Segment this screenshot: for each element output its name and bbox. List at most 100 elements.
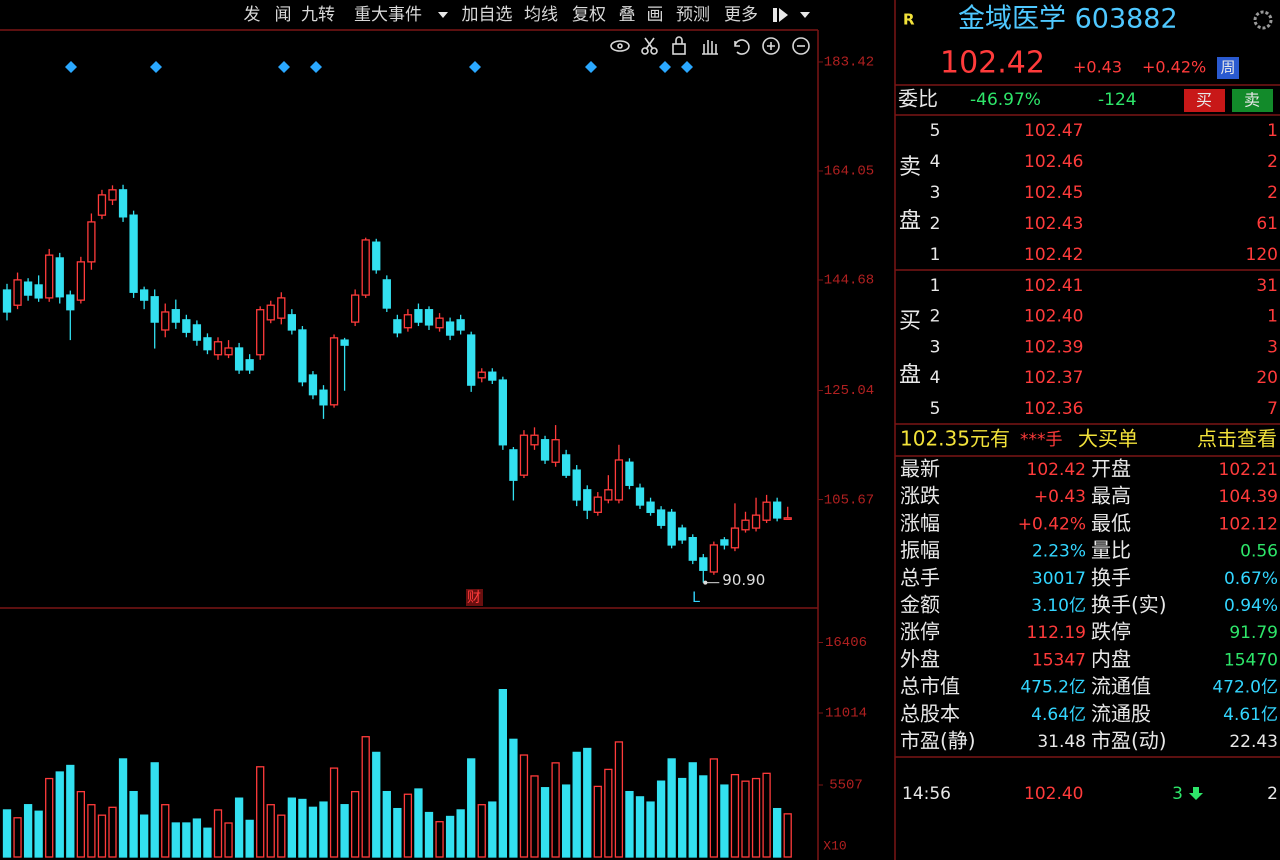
toolbar-item[interactable]: 重大事件: [354, 5, 422, 25]
volume-bar: [593, 785, 602, 858]
volume-bar: [13, 817, 22, 858]
sell-button[interactable]: [1232, 89, 1273, 112]
candle-body: [593, 496, 602, 513]
book-level: 5: [930, 399, 941, 419]
candle-body: [234, 347, 244, 371]
candle-body: [445, 321, 455, 336]
book-level: 3: [930, 183, 941, 203]
candle-body: [182, 319, 191, 333]
candle-body: [245, 359, 254, 371]
volume-bar: [625, 790, 634, 858]
stat-label: 流通股: [1091, 701, 1151, 725]
volume-bar: [720, 784, 729, 858]
candle-body: [540, 439, 550, 461]
collapse-icon[interactable]: [773, 8, 788, 22]
toolbar-item[interactable]: 加自选: [462, 5, 513, 25]
stat-value: 102.21: [1219, 460, 1278, 480]
book-volume: 7: [1267, 399, 1278, 419]
big-order-price: 102.35元有: [900, 427, 1010, 451]
book-level: 4: [930, 368, 941, 388]
candle-body: [266, 304, 275, 321]
volume-bar: [445, 815, 455, 858]
stat-value: 472.0亿: [1212, 678, 1278, 698]
toolbar-item[interactable]: 九转: [301, 5, 335, 25]
candle-body: [762, 501, 771, 521]
candle-body: [783, 517, 792, 520]
candle-body: [656, 509, 666, 526]
book-price: 102.42: [1024, 245, 1083, 265]
toolbar-item[interactable]: 叠: [619, 5, 636, 25]
candle-body: [2, 289, 12, 313]
toolbar-item[interactable]: 发: [244, 5, 261, 25]
toolbar-item[interactable]: 复权: [572, 5, 606, 25]
stat-value: 91.79: [1229, 623, 1278, 643]
volume-bar: [530, 775, 539, 858]
volume-bar: [287, 797, 297, 858]
buy-button-label[interactable]: 买: [1196, 91, 1212, 110]
stat-label: 总市值: [900, 674, 960, 698]
y-tick-label: 105.67: [824, 492, 874, 508]
settings-icon[interactable]: [1253, 10, 1273, 30]
volume-bar: [182, 822, 191, 858]
marker[interactable]: L: [692, 590, 700, 606]
toolbar-item[interactable]: 更多: [724, 5, 758, 25]
buy-button[interactable]: [1184, 89, 1225, 112]
volume-bar: [467, 758, 476, 858]
stat-label: 换手(实): [1091, 593, 1167, 617]
volume-bar: [614, 741, 624, 858]
volume-bar: [372, 751, 381, 858]
volume-bar: [213, 809, 223, 858]
candle-body: [773, 501, 782, 519]
chart-tools[interactable]: [610, 36, 810, 55]
candle-body: [467, 334, 476, 386]
toolbar-item[interactable]: 闻: [275, 5, 292, 25]
book-price: 102.46: [1024, 152, 1083, 172]
volume-bar: [192, 818, 202, 858]
volume-bar: [129, 790, 138, 858]
big-order-label: 大买单: [1078, 427, 1138, 451]
volume-bar: [751, 777, 761, 858]
volume-bar: [572, 751, 581, 858]
candle-body: [66, 294, 75, 311]
candle-body: [572, 469, 581, 501]
candle-body: [562, 454, 571, 476]
toolbar-item[interactable]: 画: [647, 5, 664, 25]
marker[interactable]: 财: [467, 590, 481, 606]
candle-body: [192, 324, 202, 341]
toolbar-item[interactable]: 均线: [524, 5, 558, 25]
period-button[interactable]: [1217, 57, 1239, 79]
stat-label: 总股本: [900, 701, 960, 725]
volume-bar: [414, 788, 423, 858]
candle-body: [414, 309, 423, 323]
side-label: 盘: [899, 209, 921, 234]
candle-body: [488, 371, 497, 381]
candle-body: [456, 319, 465, 331]
side-label: 盘: [899, 363, 921, 388]
low-label: 90.90: [722, 571, 765, 589]
stat-value: 104.39: [1219, 487, 1278, 507]
candle-body: [403, 314, 413, 329]
candle-body: [23, 281, 33, 296]
book-level: 2: [930, 214, 941, 234]
candle-body: [34, 284, 43, 299]
event-markers[interactable]: [65, 61, 693, 73]
volume-bar: [498, 689, 508, 858]
stat-label: 涨跌: [900, 484, 940, 508]
volume-bar: [256, 766, 265, 858]
book-level: 1: [930, 245, 941, 265]
book-volume: 120: [1246, 245, 1278, 265]
candle-body: [583, 489, 592, 511]
big-order-link[interactable]: 点击查看: [1197, 427, 1277, 451]
volume-bar: [66, 764, 75, 858]
toolbar-item[interactable]: 预测: [676, 5, 710, 25]
period[interactable]: 周: [1220, 59, 1235, 77]
volume-bar: [667, 758, 676, 858]
stat-value: 102.42: [1027, 460, 1086, 480]
volume-bar: [118, 758, 128, 858]
ratio-label: 委比: [898, 87, 938, 111]
y-tick-label: 16406: [825, 635, 867, 651]
sell-button-label[interactable]: 卖: [1244, 91, 1260, 110]
volume-bar: [139, 814, 149, 858]
book-level: 1: [930, 276, 941, 296]
